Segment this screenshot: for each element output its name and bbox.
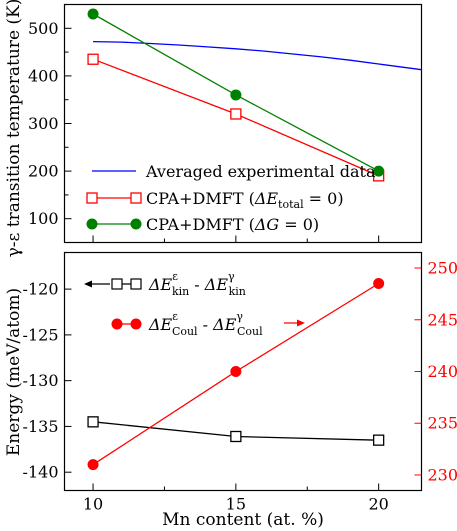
legend-marker-dEtotal-1 [86, 192, 98, 204]
legend-label-ekin: ΔEε kin - ΔEγ kin [148, 270, 246, 298]
legend-marker-dG-2 [130, 218, 142, 230]
right-y-tick-label: 230 [428, 465, 457, 484]
series-layer [87, 8, 422, 471]
bottom-series-1-point [87, 459, 99, 471]
x-axis-label: Mn content (at. %) [162, 510, 324, 530]
top-series-1-point [230, 108, 242, 120]
legend-marker-ecoul-1 [111, 318, 123, 330]
right-axis-arrow-head [297, 319, 305, 327]
bottom-series-1-point [373, 278, 385, 290]
legend-marker-ecoul-2 [130, 318, 142, 330]
bottom-legend: ΔEε kin - ΔEγ kin ΔEε Coul - ΔEγ Coul [84, 270, 305, 338]
legend-marker-dG-1 [86, 218, 98, 230]
legend-marker-dEtotal-2 [130, 192, 142, 204]
left-y-tick-label: -120 [23, 280, 59, 299]
top-series-2-point [373, 165, 385, 177]
top-y-axis-label: γ-ε transition temperature (K) [4, 0, 24, 257]
bottom-ticks: -140 -135 -130 -125 -120 230 235 240 245 250 10 15 2… [23, 259, 457, 514]
right-y-tick-label: 250 [428, 259, 457, 278]
right-y-tick-label: 245 [428, 310, 457, 329]
x-tick-label: 15 [226, 495, 246, 514]
bottom-series-0-point [373, 434, 385, 446]
left-y-tick-label: -140 [23, 463, 59, 482]
left-y-tick-label: -135 [23, 417, 59, 436]
left-axis-arrow-head [84, 280, 92, 288]
top-ticks: 100 200 300 400 500 [28, 19, 380, 243]
legend-marker-ekin-2 [130, 278, 142, 290]
bottom-series-0-point [230, 430, 242, 443]
top-y-tick-label: 400 [28, 66, 59, 85]
top-series-2-point [87, 8, 99, 20]
top-series-0-line [93, 40, 422, 71]
bottom-series-1-point [230, 366, 242, 377]
legend-label-ecoul: ΔEε Coul - ΔEγ Coul [148, 310, 263, 338]
right-y-tick-label: 235 [428, 414, 457, 433]
top-y-tick-label: 300 [28, 114, 59, 133]
top-series-2-point [230, 89, 242, 101]
bottom-y-axis-label: Energy (meV/atom) [4, 288, 24, 456]
legend-label-experimental: Averaged experimental data [145, 162, 376, 181]
right-y-tick-label: 240 [428, 362, 457, 381]
top-y-tick-label: 200 [28, 162, 59, 181]
legend-label-dG: CPA+DMFT (ΔG = 0) [146, 215, 319, 234]
top-series-1-point [87, 53, 99, 65]
left-y-tick-label: -130 [23, 371, 59, 390]
x-tick-label: 20 [368, 495, 388, 514]
top-legend: Averaged experimental data CPA+DMFT (ΔEt… [86, 162, 376, 234]
legend-marker-ekin-1 [111, 278, 123, 290]
top-y-tick-label: 500 [28, 19, 59, 38]
left-y-tick-label: -125 [23, 325, 59, 344]
top-y-tick-label: 100 [28, 209, 59, 228]
legend-label-dEtotal: CPA+DMFT (ΔEtotal = 0) [146, 189, 344, 211]
x-tick-label: 10 [83, 495, 103, 514]
bottom-series-0-point [87, 416, 99, 428]
